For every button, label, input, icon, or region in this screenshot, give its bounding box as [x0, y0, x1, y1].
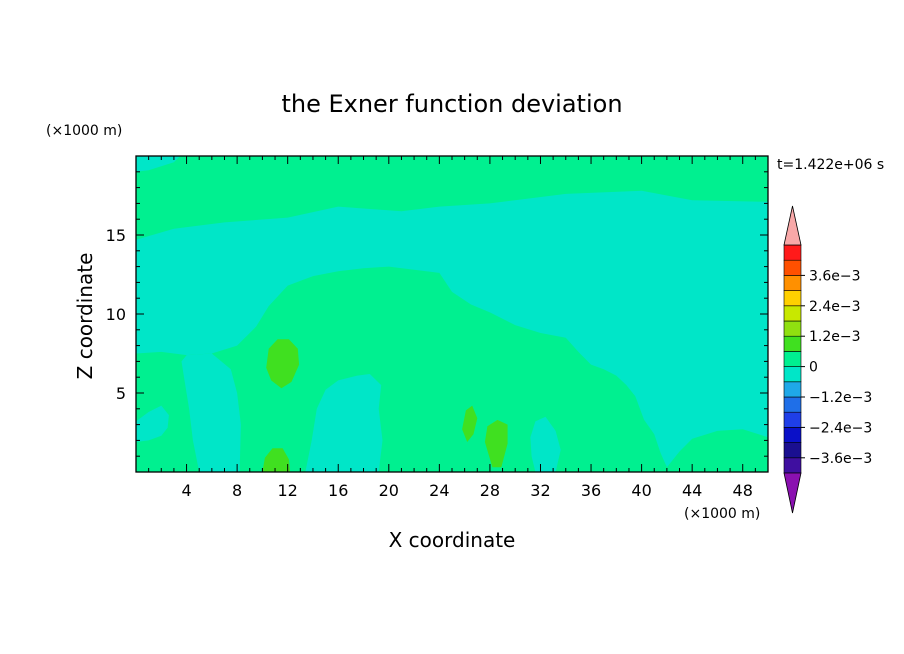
colorbar-segment	[783, 442, 802, 459]
y-axis: 5 10 15	[106, 171, 768, 457]
colorbar-tick-label: 1.2e−3	[809, 329, 861, 345]
contour-region-2-3	[462, 405, 478, 442]
x-tick-label: 8	[232, 481, 242, 500]
x-tick-label: 32	[530, 481, 550, 500]
colorbar-over-arrow	[783, 205, 802, 246]
x-tick-label: 16	[328, 481, 348, 500]
contour-region-2-2	[484, 419, 508, 468]
contour-region-1-5	[530, 416, 561, 472]
x-tick-label: 24	[429, 481, 449, 500]
colorbar-segment	[783, 351, 802, 367]
colorbar-segment	[783, 320, 802, 337]
chart-title: the Exner function deviation	[281, 90, 622, 118]
y-axis-label: Z coordinate	[73, 253, 97, 380]
contour-region-1-4	[305, 374, 383, 472]
contour-region-1-3	[181, 353, 241, 472]
colorbar: 3.6e−3 2.4e−3 1.2e−3 0 −1.2e−3 −2.4e−3 −3.6e−3	[783, 205, 872, 514]
colorbar-tick-label: 3.6e−3	[809, 268, 861, 284]
contour-region-0-0	[136, 156, 768, 240]
colorbar-segment	[783, 381, 802, 398]
contour-region-1-6	[698, 293, 768, 411]
x-axis: 4 8 12 16 20 24 28 32 36 40 44 48	[148, 156, 756, 500]
x-tick-label: 4	[181, 481, 191, 500]
colorbar-segment	[783, 259, 802, 276]
colorbar-tick-label: 0	[809, 360, 818, 376]
colorbar-segment	[783, 244, 802, 261]
x-tick-label: 48	[733, 481, 753, 500]
y-tick-label: 5	[116, 384, 126, 403]
colorbar-segment	[783, 396, 802, 413]
x-unit-label: (×1000 m)	[684, 506, 760, 522]
contour-fill	[136, 156, 768, 472]
colorbar-under-arrow	[783, 472, 802, 514]
x-tick-label: 28	[480, 481, 500, 500]
x-tick-label: 44	[682, 481, 702, 500]
contour-region-2-1	[262, 448, 291, 472]
colorbar-segment	[783, 275, 802, 291]
y-unit-label: (×1000 m)	[46, 123, 122, 139]
colorbar-segment	[783, 290, 802, 307]
x-axis-label: X coordinate	[389, 528, 516, 552]
colorbar-segment	[783, 366, 802, 383]
colorbar-tick-label: −1.2e−3	[809, 390, 872, 406]
colorbar-segment	[783, 411, 802, 428]
colorbar-tick-label: −3.6e−3	[809, 451, 872, 467]
y-tick-label: 15	[106, 226, 126, 245]
colorbar-segment	[783, 305, 802, 322]
colorbar-segment	[783, 457, 802, 474]
contour-region-1-0	[136, 156, 181, 172]
colorbar-tick-label: −2.4e−3	[809, 420, 872, 436]
x-tick-label: 36	[581, 481, 601, 500]
colorbar-tick-label: 2.4e−3	[809, 299, 861, 315]
colorbar-segment	[783, 335, 802, 352]
time-label: t=1.422e+06 s	[777, 157, 884, 173]
contour-region-1-2	[136, 405, 169, 442]
contour-region-2-0	[266, 339, 300, 389]
y-tick-label: 10	[106, 305, 126, 324]
x-tick-label: 12	[278, 481, 298, 500]
x-tick-label: 40	[631, 481, 651, 500]
x-tick-label: 20	[379, 481, 399, 500]
colorbar-segment	[783, 427, 802, 443]
contour-region-1-1	[136, 190, 768, 468]
